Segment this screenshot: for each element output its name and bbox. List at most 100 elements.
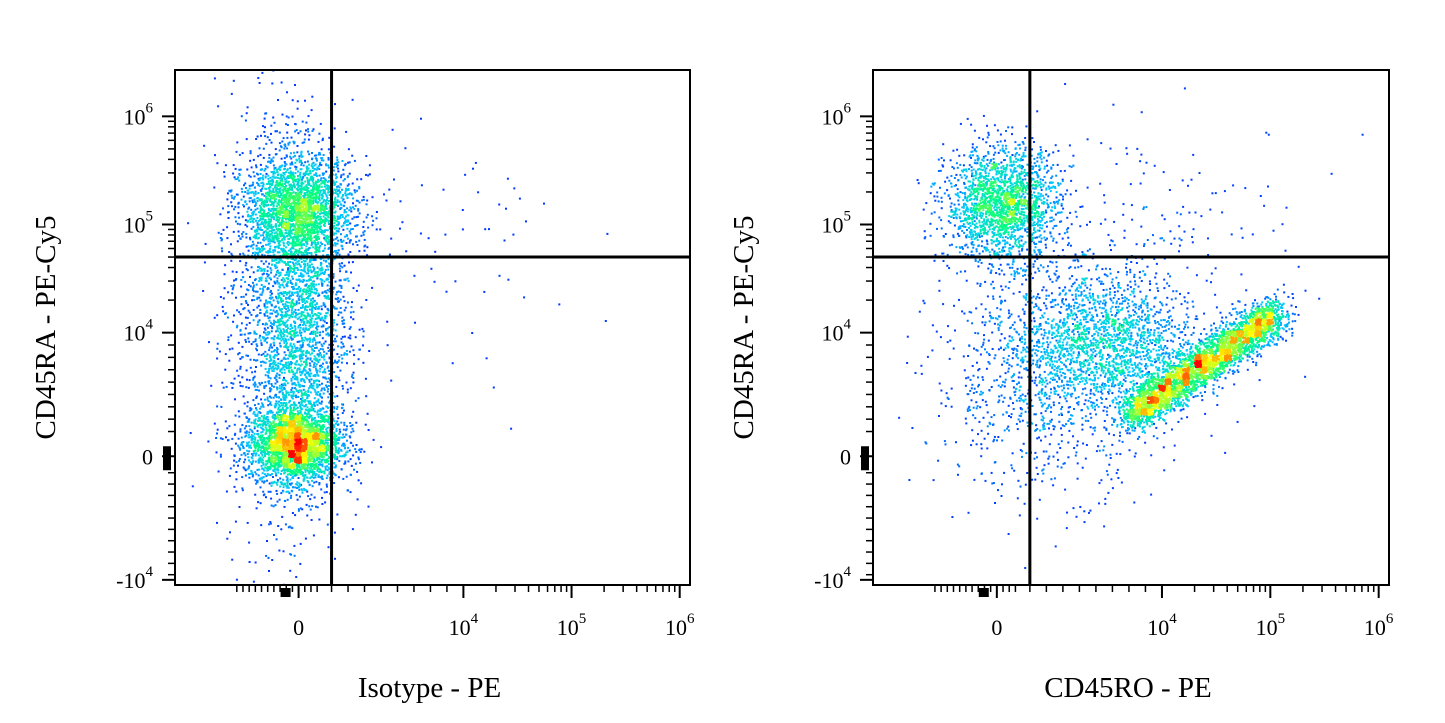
data-point [283, 376, 285, 379]
data-point [293, 354, 296, 357]
data-point [334, 464, 337, 467]
data-point [306, 312, 309, 315]
data-point [321, 337, 324, 340]
data-point [290, 363, 293, 366]
data-point [311, 469, 314, 472]
data-point [347, 489, 349, 492]
data-point [272, 338, 275, 341]
data-point [361, 327, 364, 330]
data-point [261, 445, 264, 448]
data-point [320, 459, 323, 462]
data-point [275, 181, 278, 184]
data-point [279, 465, 282, 468]
data-point [498, 274, 501, 277]
data-point [263, 268, 266, 271]
data-point [311, 324, 314, 327]
data-point [312, 161, 315, 164]
data-point [254, 234, 256, 237]
data-point [252, 158, 255, 161]
data-point [273, 229, 276, 232]
data-point [247, 332, 250, 335]
data-point [280, 329, 282, 332]
data-point [270, 337, 273, 340]
data-point [328, 343, 331, 346]
data-point [247, 309, 250, 312]
data-point [265, 213, 267, 216]
data-point [252, 440, 255, 443]
data-point [346, 175, 349, 178]
data-point [291, 403, 294, 406]
data-point [297, 170, 299, 173]
data-point [303, 172, 306, 175]
data-point [299, 130, 302, 133]
data-point [259, 226, 262, 229]
data-point [328, 247, 331, 249]
data-point [268, 360, 271, 362]
data-point [280, 248, 283, 251]
data-point [419, 232, 422, 235]
data-point [343, 300, 346, 303]
data-point [246, 441, 249, 444]
data-point [305, 173, 308, 176]
data-point [266, 315, 269, 317]
data-point [326, 327, 329, 330]
data-point [295, 576, 298, 578]
data-point [324, 466, 327, 469]
data-point [346, 451, 349, 454]
data-point [208, 341, 210, 344]
data-point [280, 177, 283, 180]
data-point [305, 315, 308, 318]
data-point [278, 342, 281, 345]
data-point [333, 222, 336, 225]
data-point [270, 278, 272, 281]
data-point [310, 175, 313, 178]
data-point [293, 183, 295, 186]
data-point [244, 200, 247, 203]
data-point [477, 191, 480, 194]
data-point [243, 461, 246, 464]
data-point [288, 230, 291, 233]
data-point [316, 266, 319, 269]
data-point [328, 426, 331, 429]
data-point [308, 285, 310, 287]
data-point [360, 178, 363, 181]
data-point [293, 320, 295, 323]
data-point [274, 504, 277, 507]
data-point [251, 191, 254, 194]
data-point [283, 143, 286, 146]
data-point [321, 366, 324, 368]
data-point [286, 281, 289, 284]
data-point [239, 384, 242, 387]
data-point [314, 374, 317, 376]
data-point [279, 345, 282, 348]
data-point [215, 437, 218, 439]
data-point [277, 99, 279, 101]
data-point [272, 367, 275, 370]
data-point [277, 362, 280, 365]
data-point [297, 381, 300, 384]
data-point [326, 366, 329, 369]
data-point [363, 249, 366, 252]
data-point [291, 298, 294, 301]
data-point [281, 691, 283, 693]
data-point [326, 186, 329, 189]
data-point [292, 390, 294, 393]
data-point [270, 330, 273, 333]
data-point [288, 317, 291, 319]
data-point [305, 279, 308, 282]
data-point [280, 299, 282, 301]
data-point [278, 337, 281, 340]
data-point [285, 154, 288, 157]
data-point [320, 488, 323, 491]
data-point [334, 196, 337, 199]
data-point [313, 388, 316, 391]
data-point [264, 331, 267, 334]
data-point [254, 290, 257, 293]
data-point [314, 219, 317, 222]
data-point [345, 242, 348, 244]
data-point [317, 241, 320, 244]
data-point [317, 294, 320, 297]
data-point [276, 337, 279, 339]
data-point [286, 124, 289, 126]
data-point [342, 428, 345, 431]
